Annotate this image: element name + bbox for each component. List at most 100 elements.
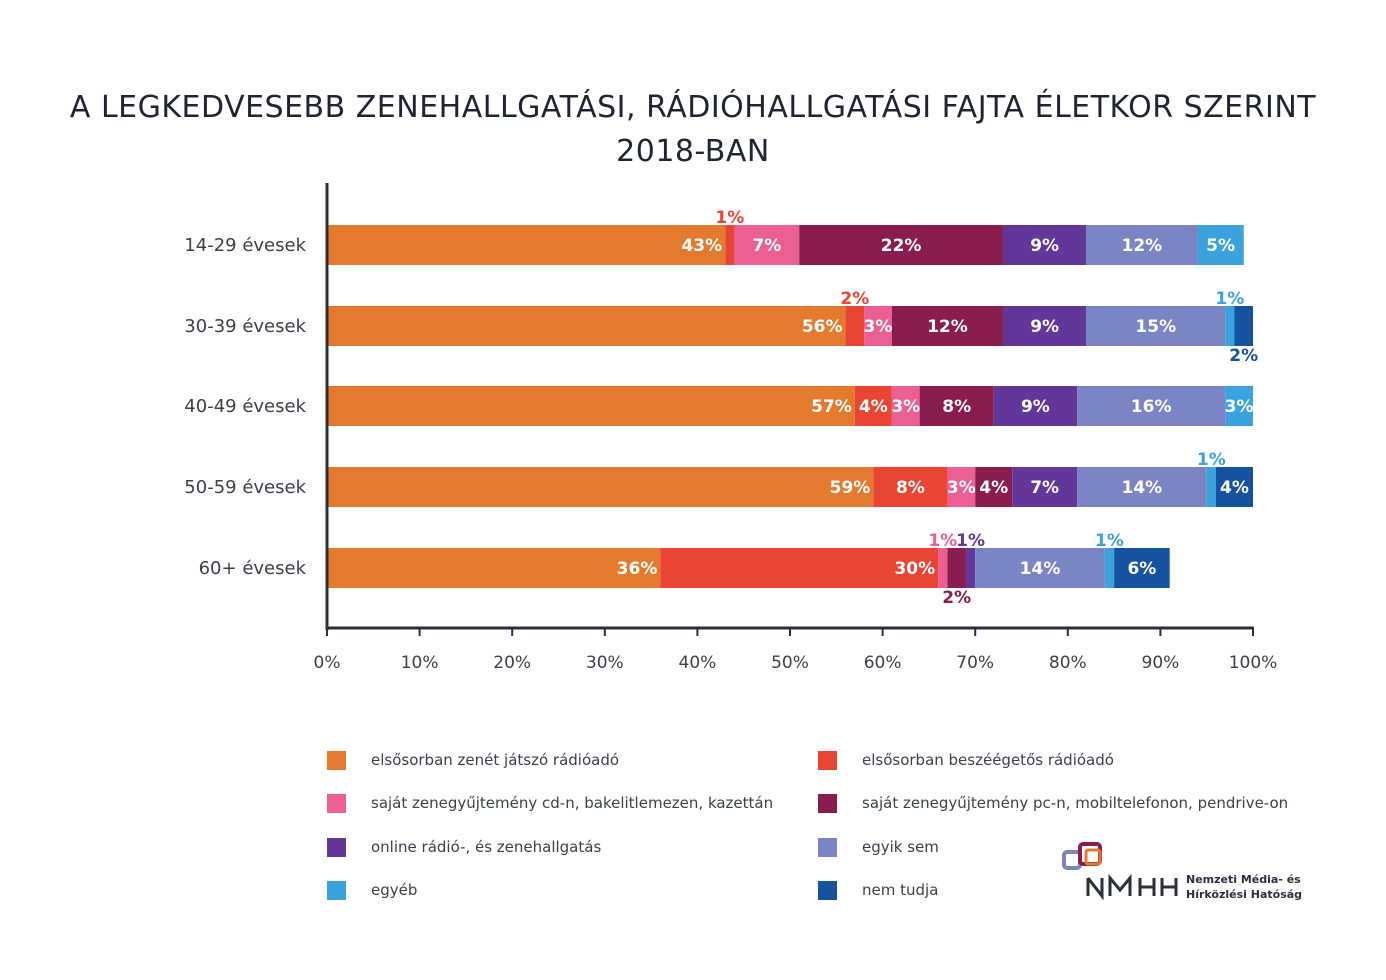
data-label: 1%	[715, 208, 744, 228]
legend-swatch	[327, 837, 346, 857]
x-tick-label: 70%	[956, 653, 994, 673]
bar-segment	[1225, 386, 1253, 426]
data-label: 1%	[1215, 289, 1244, 309]
legend-item: elsősorban beszéégetős rádióadó	[818, 749, 1114, 771]
bar-segment	[1077, 386, 1226, 426]
legend-swatch	[818, 793, 837, 813]
data-label: 14%	[1122, 478, 1163, 498]
bar-segment	[919, 386, 994, 426]
legend-label: elsősorban zenét játszó rádióadó	[371, 751, 620, 769]
nmhh-logo: Nemzeti Média- és Hírközlési Hatóság	[1058, 842, 1302, 902]
bar-segment	[854, 386, 892, 426]
legend-swatch	[818, 750, 837, 770]
x-tick-label: 40%	[679, 653, 717, 673]
bar-segment	[1086, 306, 1226, 346]
x-tick-label: 0%	[314, 653, 341, 673]
data-label: 8%	[942, 397, 971, 417]
data-label: 4%	[979, 478, 1008, 498]
data-label: 1%	[1095, 531, 1124, 551]
bar-segment	[327, 306, 846, 346]
bar-segment	[1206, 467, 1216, 507]
data-label: 4%	[859, 397, 888, 417]
legend-item: saját zenegyűjtemény cd-n, bakelitlemeze…	[327, 792, 773, 814]
legend-swatch	[327, 750, 346, 770]
data-label: 3%	[1225, 397, 1254, 417]
chart-title: A LEGKEDVESEBB ZENEHALLGATÁSI, RÁDIÓHALL…	[0, 86, 1386, 174]
bar-segment	[734, 225, 800, 265]
legend-label: egyéb	[371, 881, 418, 899]
x-tick-label: 20%	[493, 653, 531, 673]
data-label: 9%	[1021, 397, 1050, 417]
bar-segment	[1225, 306, 1235, 346]
legend-label: egyik sem	[862, 838, 939, 856]
x-tick-label: 90%	[1142, 653, 1180, 673]
nmhh-logo-icon	[1062, 842, 1178, 901]
bar-segment	[938, 548, 948, 588]
legend-item: egyéb	[327, 879, 417, 901]
data-label: 6%	[1127, 559, 1156, 579]
data-label: 1%	[928, 531, 957, 551]
stacked-bar-chart: 14-29 évesek 30-39 évesek 40-49 évesek 50-5…	[184, 183, 1278, 673]
legend-label: online rádió-, és zenehallgatás	[371, 838, 602, 856]
data-label: 1%	[956, 531, 985, 551]
data-label: 8%	[896, 478, 925, 498]
bar-segment	[1114, 548, 1170, 588]
bar-segment	[327, 467, 874, 507]
data-label: 12%	[1122, 236, 1163, 256]
bar-segment	[1234, 306, 1253, 346]
data-label: 30%	[894, 559, 935, 579]
data-label: 2%	[840, 289, 869, 309]
data-label: 3%	[891, 397, 920, 417]
data-label: 2%	[942, 588, 971, 608]
x-tick-label: 80%	[1049, 653, 1087, 673]
data-label: 22%	[881, 236, 922, 256]
data-label: 43%	[681, 236, 722, 256]
bar-segment	[947, 548, 966, 588]
legend-label: saját zenegyűjtemény pc-n, mobiltelefono…	[862, 794, 1289, 812]
legend-swatch	[818, 837, 837, 857]
bar-segment	[993, 386, 1078, 426]
data-label: 1%	[1197, 450, 1226, 470]
bar-segment	[725, 225, 735, 265]
bar-segment	[965, 548, 976, 588]
data-label: 59%	[830, 478, 871, 498]
bar-segment	[975, 467, 1013, 507]
bar-segment	[1077, 467, 1207, 507]
data-label: 9%	[1030, 317, 1059, 337]
category-label: 50-59 évesek	[184, 477, 306, 498]
logo-name-line1: Nemzeti Média- és	[1186, 873, 1301, 886]
logo-name-line2: Hírközlési Hatóság	[1186, 888, 1303, 901]
legend-item: elsősorban zenét játszó rádióadó	[327, 749, 619, 771]
bar-segment	[1002, 225, 1087, 265]
bar-segment	[1215, 467, 1253, 507]
legend-item: nem tudja	[818, 879, 938, 901]
data-label: 3%	[947, 478, 976, 498]
data-label: 2%	[1229, 346, 1258, 366]
logo-organization-name: Nemzeti Média- és Hírközlési Hatóság	[1186, 872, 1302, 902]
bar-segment	[873, 467, 948, 507]
legend-swatch	[327, 880, 346, 900]
bar-segment	[1002, 306, 1087, 346]
bar-segment	[660, 548, 939, 588]
bar-segment	[799, 225, 1003, 265]
category-label: 40-49 évesek	[184, 396, 306, 417]
x-tick-label: 100%	[1229, 653, 1278, 673]
bar-segment	[327, 225, 726, 265]
bar-segment	[891, 386, 920, 426]
data-label: 56%	[802, 317, 843, 337]
legend-swatch	[327, 793, 346, 813]
legend-label: elsősorban beszéégetős rádióadó	[862, 751, 1114, 769]
data-label: 14%	[1020, 559, 1061, 579]
legend-item: online rádió-, és zenehallgatás	[327, 836, 601, 858]
data-label: 5%	[1206, 236, 1235, 256]
data-label: 3%	[864, 317, 893, 337]
data-label: 16%	[1131, 397, 1172, 417]
bar-segment	[1012, 467, 1078, 507]
data-label: 36%	[617, 559, 658, 579]
data-label: 4%	[1220, 478, 1249, 498]
chart-title-line2: 2018-BAN	[616, 134, 770, 169]
x-tick-label: 30%	[586, 653, 624, 673]
bar-segment	[327, 386, 855, 426]
x-tick-label: 10%	[401, 653, 439, 673]
data-label: 7%	[1030, 478, 1059, 498]
